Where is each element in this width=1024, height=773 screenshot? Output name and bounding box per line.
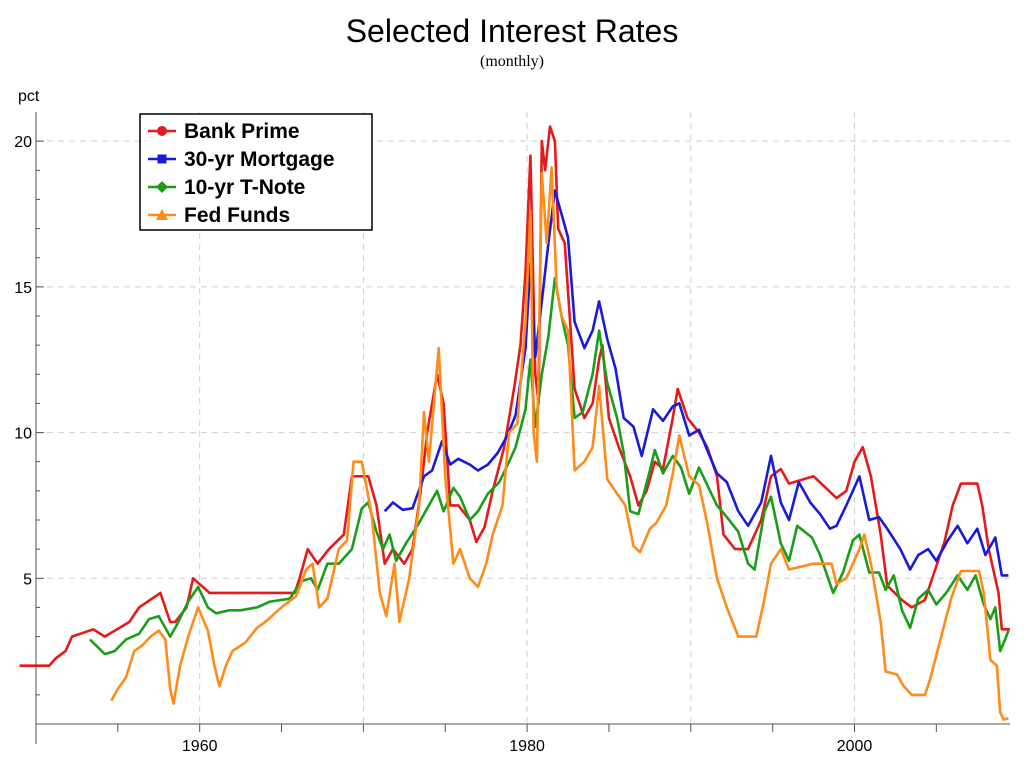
y-tick-label: 10 (14, 426, 32, 443)
x-tick-label: 1980 (509, 738, 545, 755)
x-tick-label: 1960 (182, 738, 218, 755)
series-lines (19, 125, 1010, 721)
series-line-3 (110, 166, 1009, 721)
legend-marker-triangle (156, 209, 168, 220)
legend-marker-circle (157, 126, 167, 136)
series-line-2 (89, 276, 1010, 656)
legend-label: Bank Prime (184, 120, 300, 143)
y-tick-label: 15 (14, 280, 32, 297)
legend-box (139, 113, 373, 231)
chart-title: Selected Interest Rates (346, 13, 679, 49)
axes: 1960 1980 2000 5 10 15 20 (14, 112, 1010, 755)
legend-label: Fed Funds (184, 204, 290, 227)
x-tick-label: 2000 (837, 738, 873, 755)
legend: Bank Prime 30-yr Mortgage 10-yr T-Note Fed … (139, 113, 373, 231)
legend-label: 10-yr T-Note (184, 176, 305, 199)
y-tick-label: 20 (14, 134, 32, 151)
chart-subtitle: (monthly) (480, 53, 544, 70)
legend-marker-square (157, 154, 167, 164)
series-line-1 (383, 189, 1009, 577)
y-axis-label: pct (18, 88, 40, 105)
legend-marker-diamond (156, 181, 168, 193)
legend-label: 30-yr Mortgage (184, 148, 335, 171)
y-tick-label: 5 (23, 571, 32, 588)
